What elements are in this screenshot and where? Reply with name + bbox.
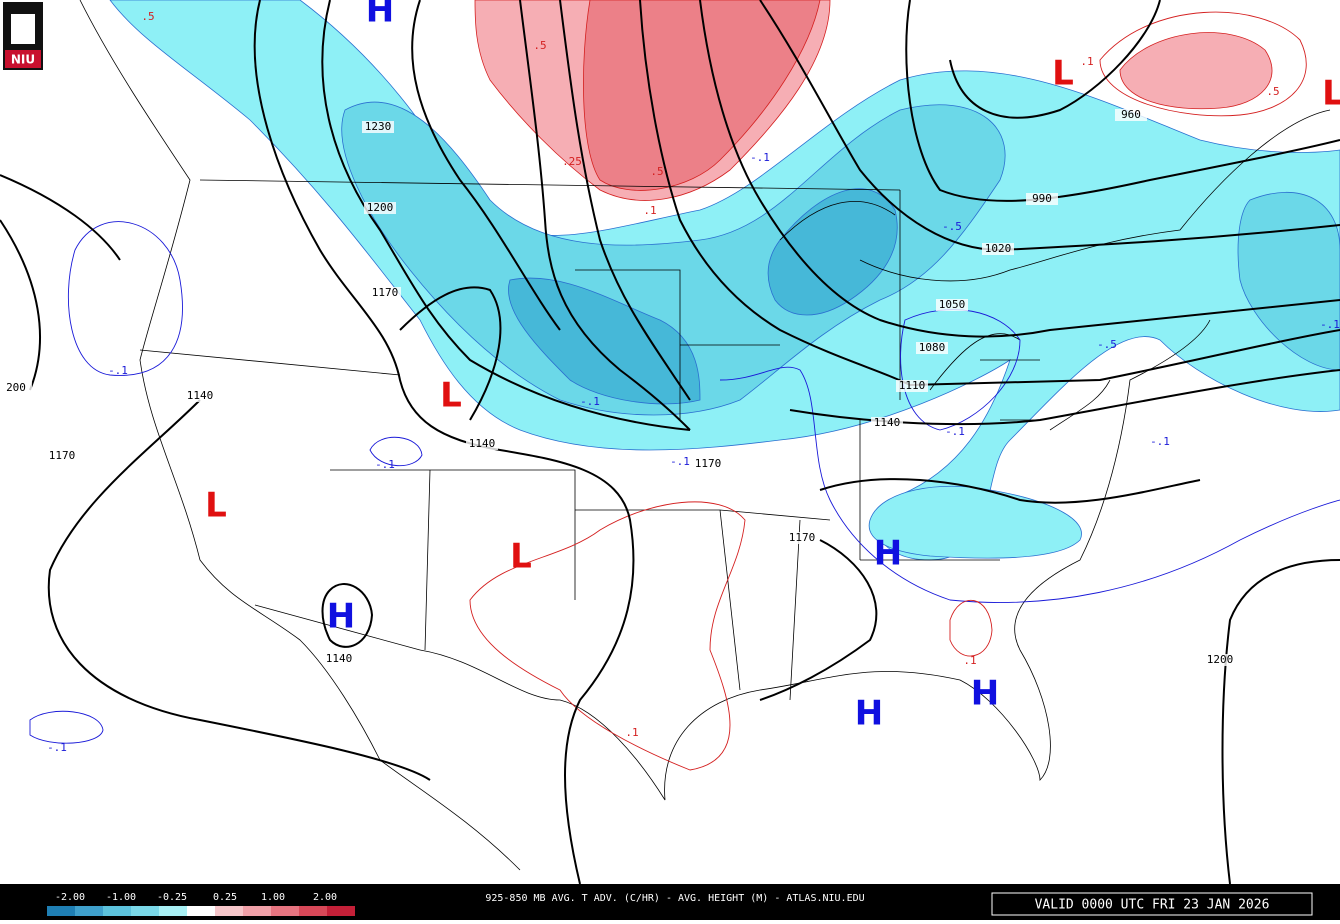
footer-title: 925-850 MB AVG. T ADV. (C/HR) - AVG. HEI… xyxy=(485,893,864,904)
pressure-center: H xyxy=(855,694,883,734)
height-label: 1080 xyxy=(919,341,946,354)
valid-time: VALID 0000 UTC FRI 23 JAN 2026 xyxy=(1035,898,1270,913)
legend-label: 1.00 xyxy=(261,892,285,903)
advection-label: -.1 xyxy=(108,364,128,377)
advection-label: -.1 xyxy=(1320,318,1340,331)
height-label: 1170 xyxy=(695,457,722,470)
legend-swatch xyxy=(187,906,215,916)
height-label: 200 xyxy=(6,381,26,394)
advection-label: .5 xyxy=(650,165,663,178)
legend-label: 0.25 xyxy=(213,892,237,903)
advection-label: -.1 xyxy=(750,151,770,164)
height-label: 1140 xyxy=(874,416,901,429)
height-contours xyxy=(0,0,1340,885)
height-label-bg xyxy=(916,342,948,354)
height-label-bg xyxy=(871,417,903,429)
pressure-center: H xyxy=(874,534,902,574)
height-label: 1020 xyxy=(985,242,1012,255)
height-label-bg xyxy=(936,299,968,311)
pressure-center: H xyxy=(366,0,394,31)
height-label-bg xyxy=(184,390,216,402)
height-label: 960 xyxy=(1121,108,1141,121)
legend-swatch xyxy=(47,906,75,916)
legend: -2.00 -1.00 -0.25 0.25 1.00 2.00 xyxy=(47,892,355,916)
legend-swatch xyxy=(75,906,103,916)
height-label-bg xyxy=(0,382,32,394)
height-label: 1170 xyxy=(789,531,816,544)
advection-label: .5 xyxy=(533,39,546,52)
legend-label: -1.00 xyxy=(106,892,136,903)
logo-banner xyxy=(5,50,41,68)
pressure-center: L xyxy=(440,376,462,416)
valid-box xyxy=(991,892,1313,916)
legend-label: -0.25 xyxy=(157,892,187,903)
height-label-bg xyxy=(1026,193,1058,205)
height-label: 1140 xyxy=(469,437,496,450)
height-label-bg xyxy=(466,438,498,450)
height-label-bg xyxy=(46,450,78,462)
height-label: 1140 xyxy=(187,389,214,402)
height-label-bg xyxy=(786,532,818,544)
advection-label: .1 xyxy=(963,654,976,667)
cold-advection-shading xyxy=(109,0,1340,561)
legend-label: 2.00 xyxy=(313,892,337,903)
legend-label: -2.00 xyxy=(55,892,85,903)
advection-label: .1 xyxy=(643,204,656,217)
logo: NIU xyxy=(3,2,43,70)
advection-label: -.1 xyxy=(375,458,395,471)
height-label-bg xyxy=(364,202,396,214)
height-label-bg xyxy=(323,653,355,665)
height-label: 1230 xyxy=(365,120,392,133)
height-label: 1200 xyxy=(367,201,394,214)
height-label: 990 xyxy=(1032,192,1052,205)
advection-label: -.1 xyxy=(580,395,600,408)
advection-label: .25 xyxy=(562,155,582,168)
advection-label: .1 xyxy=(1080,55,1093,68)
height-label: 1170 xyxy=(49,449,76,462)
advection-label: .1 xyxy=(625,726,638,739)
logo-text: NIU xyxy=(11,53,35,67)
advection-label: -.1 xyxy=(1150,435,1170,448)
advection-label: -.5 xyxy=(1097,338,1117,351)
legend-swatch xyxy=(131,906,159,916)
warm-advection-shading xyxy=(474,0,1273,201)
pressure-center: H xyxy=(971,674,999,714)
advection-label: .5 xyxy=(141,10,154,23)
height-label: 1140 xyxy=(326,652,353,665)
map-labels: H L L L L L H H H H 1230 1200 1170 1140 1140 1170 1170 11… xyxy=(0,0,1340,754)
pressure-center: L xyxy=(205,486,227,526)
height-label-bg xyxy=(896,380,928,392)
advection-label: -.5 xyxy=(942,220,962,233)
height-label-bg xyxy=(982,243,1014,255)
height-label: 1050 xyxy=(939,298,966,311)
advection-label: -.1 xyxy=(47,741,67,754)
advection-label: .5 xyxy=(1266,85,1279,98)
height-label: 1170 xyxy=(372,286,399,299)
legend-swatch xyxy=(215,906,243,916)
legend-swatch xyxy=(299,906,327,916)
height-label: 1110 xyxy=(899,379,926,392)
height-label-bg xyxy=(362,121,394,133)
legend-swatch xyxy=(243,906,271,916)
logo-building xyxy=(11,14,35,44)
pressure-center: L xyxy=(1052,54,1074,94)
advection-label: -.1 xyxy=(670,455,690,468)
legend-swatch xyxy=(159,906,187,916)
pressure-center: L xyxy=(510,537,532,577)
legend-swatch xyxy=(271,906,299,916)
height-label-bg xyxy=(369,287,401,299)
pressure-center: H xyxy=(327,597,355,637)
height-label-bg xyxy=(692,458,724,470)
legend-swatch xyxy=(103,906,131,916)
height-label: 1200 xyxy=(1207,653,1234,666)
legend-swatch xyxy=(327,906,355,916)
height-label-bg xyxy=(1204,654,1236,666)
advection-label: -.1 xyxy=(945,425,965,438)
pressure-center: L xyxy=(1322,74,1340,114)
height-label-bg xyxy=(1115,109,1147,121)
